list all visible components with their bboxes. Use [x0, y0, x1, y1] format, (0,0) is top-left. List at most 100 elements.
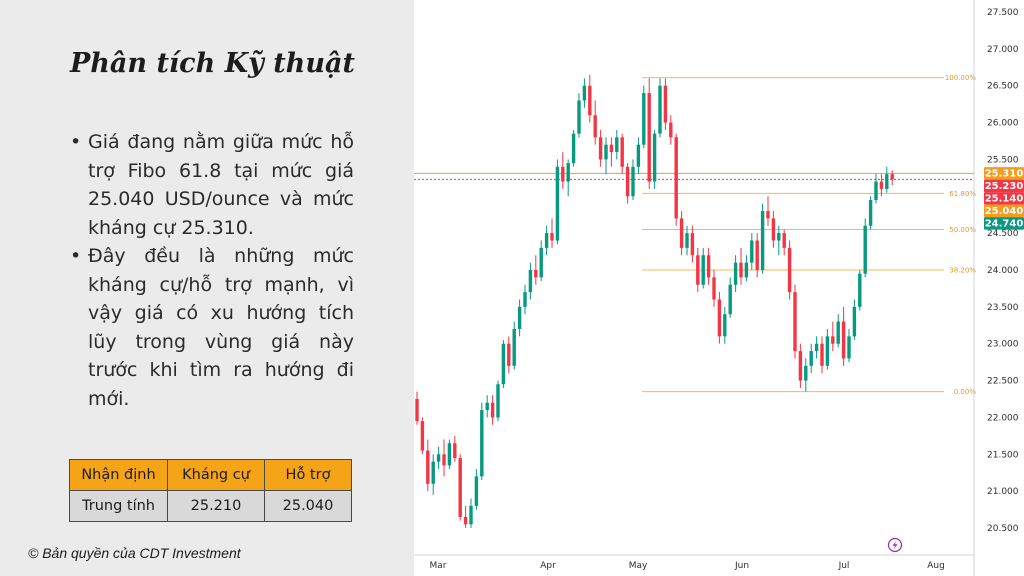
candle-body: [647, 93, 651, 182]
y-tick-label: 24.500: [987, 229, 1019, 239]
lightning-icon[interactable]: [887, 537, 903, 553]
y-tick-label: 23.500: [987, 303, 1019, 313]
candle-body: [831, 336, 835, 344]
candle: [485, 395, 489, 418]
candle-body: [814, 343, 819, 352]
price-tag-label: 25.230: [985, 181, 1024, 192]
candle-body: [615, 137, 619, 153]
x-tick-label: Mar: [430, 561, 447, 571]
candle-body: [426, 450, 430, 484]
price-tag-label: 25.040: [985, 206, 1024, 217]
bullet-item: • Giá đang nằm giữa mức hỗ trợ Fibo 61.8 …: [70, 128, 354, 242]
candle-body: [658, 85, 662, 134]
candle: [561, 152, 565, 189]
candle-body: [485, 402, 489, 411]
fib-label: 100.00%: [945, 74, 976, 82]
candle: [469, 498, 473, 528]
candle: [696, 247, 700, 293]
candles: [415, 74, 894, 528]
candle-body: [744, 262, 749, 278]
y-tick-label: 25.500: [987, 155, 1019, 165]
candle-body: [469, 505, 473, 525]
candle: [744, 255, 749, 282]
price-tag-box: [984, 217, 1024, 230]
fib-label: 61.80%: [949, 190, 976, 198]
bullet-text: Giá đang nằm giữa mức hỗ trợ Fibo 61.8 t…: [88, 131, 354, 239]
candle: [593, 100, 597, 145]
candle: [517, 299, 522, 337]
price-tag-box: [984, 204, 1024, 218]
fib-label: 50.00%: [949, 226, 976, 234]
candle-body: [609, 144, 614, 153]
candle-body: [582, 85, 587, 101]
bullet-dot: •: [70, 131, 82, 153]
candle: [631, 159, 635, 200]
candle-body: [804, 365, 808, 381]
candle-body: [598, 137, 603, 160]
candle: [528, 262, 533, 300]
candle: [825, 328, 830, 370]
candle: [615, 129, 619, 160]
candle: [766, 196, 770, 226]
y-tick-label: 26.500: [987, 82, 1019, 92]
candle-body: [490, 402, 495, 418]
candle-body: [712, 277, 716, 300]
y-tick-label: 20.500: [987, 524, 1019, 534]
candle: [847, 328, 851, 363]
candle-body: [588, 85, 592, 116]
candle: [706, 247, 711, 285]
price-lines: [414, 172, 974, 180]
candle-body: [879, 181, 884, 189]
candle-body: [825, 336, 830, 366]
time-axis: Mar Apr May Jun Jul Aug: [430, 561, 945, 571]
table-header-row: Nhận định Kháng cự Hỗ trợ: [69, 459, 352, 491]
candle-body: [679, 218, 684, 248]
candle-body: [820, 343, 824, 366]
candle: [550, 218, 554, 248]
candle-body: [447, 443, 452, 466]
candle: [458, 454, 462, 521]
candle: [863, 218, 867, 278]
candle-body: [787, 247, 792, 293]
candle-body: [501, 343, 506, 385]
candle-body: [874, 181, 878, 200]
y-tick-label: 21.500: [987, 450, 1019, 460]
price-tag-box: [984, 179, 1024, 193]
header-resistance: Kháng cự: [167, 459, 265, 491]
candle: [582, 78, 587, 108]
bullet-text: Đây đều là những mức kháng cự/hỗ trợ mạn…: [88, 245, 354, 410]
x-tick-label: May: [629, 561, 648, 571]
candle: [814, 336, 819, 359]
candle: [523, 284, 527, 315]
candle: [728, 277, 732, 318]
y-tick-label: 27.500: [987, 8, 1019, 18]
candle-body: [620, 137, 624, 167]
candle-body: [760, 211, 765, 270]
candle: [674, 133, 678, 226]
candle: [496, 380, 500, 422]
candle-body: [555, 166, 560, 241]
bullet-dot: •: [70, 245, 82, 267]
candle: [647, 78, 651, 189]
candle: [787, 240, 792, 300]
candle-body: [431, 461, 435, 484]
x-tick-label: Jun: [734, 561, 749, 571]
candle: [604, 137, 608, 175]
candle-body: [723, 314, 727, 337]
candle-body: [463, 516, 468, 525]
candle: [669, 115, 673, 145]
candle-body: [798, 351, 803, 381]
candle-body: [674, 137, 678, 219]
price-tag: 25.140: [984, 192, 1024, 205]
candle-body: [793, 292, 797, 352]
header-support: Hỗ trợ: [264, 459, 352, 491]
copyright-text: © Bản quyền của CDT Investment: [28, 545, 241, 561]
candle: [858, 270, 862, 311]
candle: [480, 402, 484, 481]
candle-body: [593, 115, 597, 138]
candle-body: [436, 454, 441, 462]
candle: [701, 247, 705, 289]
candle: [712, 270, 716, 307]
x-tick-label: Jul: [838, 561, 850, 571]
